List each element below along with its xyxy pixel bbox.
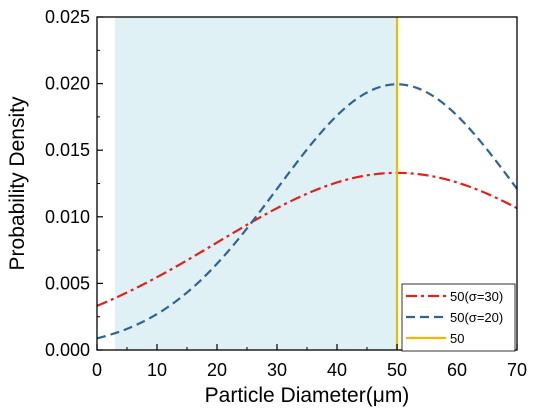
y-tick-label: 0.010 (45, 207, 90, 227)
y-tick-label: 0.020 (45, 74, 90, 94)
y-tick-label: 0.005 (45, 273, 90, 293)
series-layer (96, 17, 518, 350)
x-tick-label: 20 (207, 360, 227, 380)
x-axis: 0 10 20 30 40 50 60 70 (92, 344, 527, 380)
y-tick-label: 0.025 (45, 7, 90, 27)
legend-label: 50(σ=20) (450, 310, 503, 325)
x-axis-title: Particle Diameter(μm) (205, 384, 410, 407)
x-tick-label: 0 (92, 360, 102, 380)
x-tick-label: 60 (447, 360, 467, 380)
legend-box (401, 283, 516, 352)
x-tick-label: 70 (507, 360, 527, 380)
legend: 50(σ=30) 50(σ=20) 50 (401, 283, 516, 352)
y-axis-title: Probability Density (6, 96, 29, 270)
x-tick-label: 40 (327, 360, 347, 380)
y-axis: 0.000 0.005 0.010 0.015 0.020 0.025 (45, 7, 103, 360)
y-tick-label: 0.015 (45, 140, 90, 160)
x-tick-label: 30 (267, 360, 287, 380)
legend-label: 50(σ=30) (450, 289, 503, 304)
legend-label: 50 (450, 331, 464, 346)
shaded-region (115, 17, 397, 350)
series-line-1 (96, 83, 518, 340)
y-tick-label: 0.000 (45, 340, 90, 360)
series-line-0 (96, 171, 518, 307)
x-tick-label: 10 (147, 360, 167, 380)
x-tick-label: 50 (387, 360, 407, 380)
